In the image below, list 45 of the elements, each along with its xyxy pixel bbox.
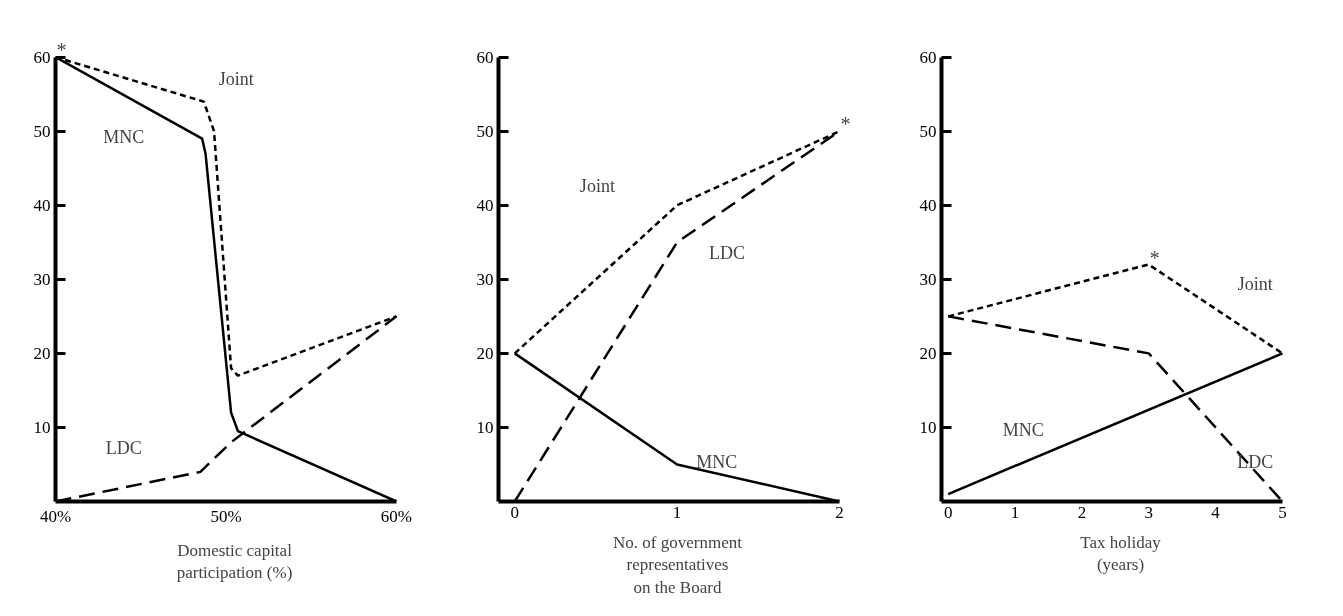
x-tick-label: 2 (1077, 502, 1087, 522)
x-axis-title: No. of government representatives on the Board (613, 532, 743, 598)
y-tick-label: 20 (476, 343, 494, 363)
y-tick-label: 30 (476, 269, 494, 289)
x-tick-label: 3 (1144, 502, 1153, 522)
x-axis-title: Tax holiday (years) (1080, 532, 1162, 575)
y-tick-label: 50 (33, 121, 51, 141)
x-tick-label: 0 (943, 502, 953, 522)
y-tick-label: 40 (33, 195, 51, 215)
annotation: * (1149, 246, 1160, 269)
x-tick-label: 0 (510, 502, 519, 522)
y-tick-label: 30 (33, 269, 51, 289)
series-label: MNC (696, 451, 738, 472)
series-label: MNC (1002, 420, 1044, 441)
y-tick-label: 10 (33, 417, 51, 437)
series-label: Joint (1237, 273, 1273, 294)
y-tick-label: 30 (919, 269, 937, 289)
series-label: LDC (105, 438, 142, 459)
y-tick-label: 60 (476, 47, 494, 67)
series-label: LDC (708, 242, 745, 263)
series-label: MNC (103, 127, 145, 148)
y-tick-label: 50 (919, 121, 937, 141)
x-tick-label: 50% (210, 506, 242, 526)
x-tick-label: 1 (1010, 502, 1020, 522)
series-label: LDC (1237, 451, 1274, 472)
x-tick-label: 5 (1278, 502, 1287, 522)
y-tick-label: 10 (919, 417, 937, 437)
y-tick-label: 20 (919, 343, 937, 363)
x-axis-title: Domestic capital participation (%) (176, 540, 293, 583)
series-label: Joint (218, 69, 254, 90)
x-tick-label: 4 (1211, 502, 1221, 522)
y-tick-label: 40 (476, 195, 494, 215)
y-tick-label: 50 (476, 121, 494, 141)
y-tick-label: 60 (919, 47, 937, 67)
annotation: * (840, 113, 851, 136)
text: Joint (579, 176, 615, 197)
y-tick-label: 40 (919, 195, 937, 215)
y-tick-label: 20 (33, 343, 51, 363)
x-tick-label: 40% (39, 506, 72, 526)
x-tick-label: 60% (380, 506, 413, 526)
y-tick-label: 60 (33, 47, 51, 67)
annotation: * (56, 39, 67, 62)
x-tick-label: 1 (672, 502, 682, 522)
y-tick-label: 10 (476, 417, 494, 437)
x-tick-label: 2 (835, 502, 844, 522)
